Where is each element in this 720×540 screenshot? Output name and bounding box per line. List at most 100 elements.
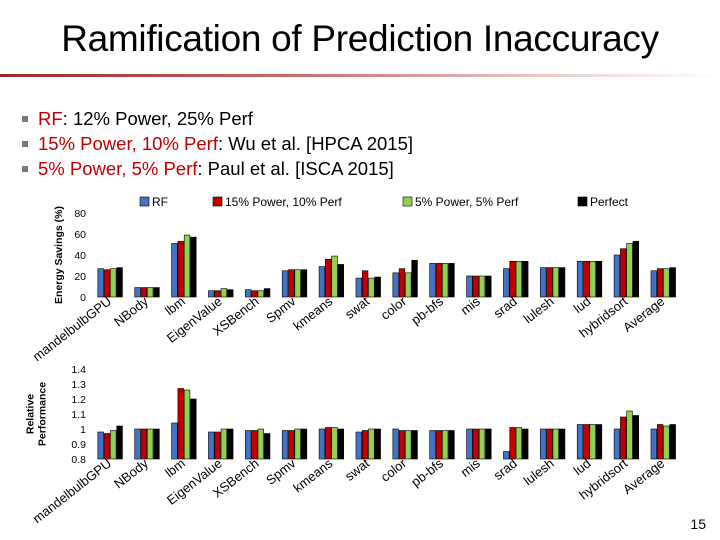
bar-15-power-10-perf-spmv (288, 269, 295, 298)
x-tick-label-kmeans: kmeans (290, 455, 335, 495)
bar-5-power-5-perf-kmeans (331, 255, 338, 298)
bar-5-power-5-perf-nbody (147, 287, 154, 298)
bar-5-power-5-perf-color (405, 272, 412, 298)
x-tick-label-pb-bfs: pb-bfs (408, 455, 446, 489)
bar-perfect-color (411, 259, 418, 298)
slide-title: Ramification of Prediction Inaccuracy (61, 18, 659, 59)
bar-5-power-5-perf-mandelbulbgpu (110, 430, 117, 460)
y-tick-label: 1 (80, 424, 86, 436)
bar-15-power-10-perf-kmeans (325, 427, 332, 460)
bullet-square-icon (22, 140, 28, 147)
bullet-item-paul: 5% Power, 5% Perf: Paul et al. [ISCA 201… (22, 156, 413, 181)
y-tick-label: 1.2 (71, 394, 86, 406)
bullet-highlight: RF (38, 108, 63, 129)
x-tick-label-srad: srad (491, 294, 520, 321)
bar-perfect-xsbench (263, 288, 271, 298)
bar-perfect-pb-bfs (448, 263, 455, 298)
bullet-text: : Paul et al. [ISCA 2015] (197, 158, 394, 179)
y-tick-label: 80 (74, 208, 86, 220)
bar-15-power-10-perf-lulesh (546, 428, 553, 460)
bar-rf-average (650, 270, 657, 298)
y-axis-title: RelativePerformance (24, 382, 48, 446)
y-tick-label: 1.3 (71, 379, 86, 391)
bar-15-power-10-perf-swat (361, 270, 369, 298)
bar-perfect-nbody (153, 287, 160, 298)
bar-rf-hybridsort (613, 254, 621, 298)
bar-rf-kmeans (318, 428, 326, 460)
legend-swatch-15-power-10-perf (212, 196, 223, 207)
bar-15-power-10-perf-lbm (177, 241, 184, 298)
x-tick-label-average: Average (620, 294, 667, 335)
bar-15-power-10-perf-xsbench (251, 430, 258, 460)
y-tick-label: 0.9 (71, 439, 86, 451)
bar-5-power-5-perf-spmv (294, 269, 301, 298)
bar-15-power-10-perf-hybridsort (620, 248, 627, 298)
x-tick-label-srad: srad (491, 456, 520, 483)
bar-perfect-mis (485, 428, 492, 460)
y-tick-label: 1.4 (71, 364, 86, 376)
bar-rf-hybridsort (613, 428, 621, 460)
bar-15-power-10-perf-mis (472, 275, 479, 298)
bar-perfect-eigenvalue (227, 289, 234, 298)
bar-15-power-10-perf-eigenvalue (214, 431, 221, 460)
bar-5-power-5-perf-kmeans (331, 427, 338, 460)
bar-5-power-5-perf-swat (368, 428, 375, 460)
bar-5-power-5-perf-srad (515, 260, 523, 298)
x-tick-label-lulesh: lulesh (521, 294, 557, 327)
bar-15-power-10-perf-average (656, 424, 664, 460)
x-tick-label-swat: swat (342, 455, 373, 484)
bar-5-power-5-perf-nbody (147, 428, 154, 460)
bar-5-power-5-perf-lbm (183, 234, 191, 298)
bar-15-power-10-perf-color (398, 430, 406, 460)
bar-perfect-average (669, 424, 676, 460)
bar-5-power-5-perf-lulesh (552, 267, 559, 298)
bullet-list: RF: 12% Power, 25% Perf 15% Power, 10% P… (22, 106, 413, 181)
bar-5-power-5-perf-mis (478, 275, 486, 298)
bullet-item-wu: 15% Power, 10% Perf: Wu et al. [HPCA 201… (22, 131, 413, 156)
bar-perfect-spmv (300, 269, 308, 298)
bullet-text: : 12% Power, 25% Perf (62, 108, 253, 129)
bar-5-power-5-perf-xsbench (257, 428, 264, 460)
bar-perfect-srad (522, 260, 529, 298)
x-tick-label-kmeans: kmeans (290, 293, 335, 333)
x-tick-label-average: Average (620, 456, 667, 497)
legend-swatch-5-power-5-perf (402, 196, 413, 207)
bar-15-power-10-perf-swat (361, 430, 369, 460)
bar-rf-mandelbulbgpu (97, 268, 104, 298)
bar-perfect-mis (485, 275, 492, 298)
legend-swatch-rf (139, 196, 150, 207)
bar-perfect-color (411, 430, 418, 460)
legend-swatch-perfect (577, 196, 588, 207)
y-tick-label: 60 (74, 229, 86, 241)
bar-perfect-mandelbulbgpu (116, 425, 123, 460)
bar-15-power-10-perf-mandelbulbgpu (103, 269, 111, 298)
bar-rf-average (650, 428, 657, 460)
bar-rf-srad (503, 451, 510, 460)
bar-5-power-5-perf-pb-bfs (442, 430, 449, 460)
bar-15-power-10-perf-lud (583, 260, 590, 298)
bar-rf-pb-bfs (429, 430, 436, 460)
bar-5-power-5-perf-lulesh (552, 428, 559, 460)
bullet-square-icon (22, 165, 28, 172)
bullet-highlight: 5% Power, 5% Perf (38, 158, 198, 179)
bar-perfect-eigenvalue (227, 428, 234, 460)
bar-rf-lulesh (540, 267, 547, 298)
bar-perfect-lud (595, 424, 603, 460)
bar-perfect-hybridsort (632, 241, 639, 298)
bar-5-power-5-perf-spmv (294, 428, 301, 460)
x-tick-label-lulesh: lulesh (521, 456, 557, 489)
bar-5-power-5-perf-lud (589, 424, 596, 460)
bar-15-power-10-perf-lulesh (546, 267, 553, 298)
bar-15-power-10-perf-color (398, 268, 406, 298)
bar-rf-color (392, 428, 399, 460)
bar-rf-xsbench (245, 430, 252, 460)
legend-label-perfect: Perfect (590, 195, 629, 209)
bar-15-power-10-perf-mandelbulbgpu (103, 433, 111, 460)
bullet-item-rf: RF: 12% Power, 25% Perf (22, 106, 413, 131)
bar-5-power-5-perf-swat (368, 277, 375, 298)
bar-15-power-10-perf-nbody (140, 428, 148, 460)
bar-5-power-5-perf-mis (478, 428, 486, 460)
bar-15-power-10-perf-srad (509, 260, 516, 298)
bar-perfect-lud (595, 260, 603, 298)
bar-perfect-srad (522, 428, 529, 460)
